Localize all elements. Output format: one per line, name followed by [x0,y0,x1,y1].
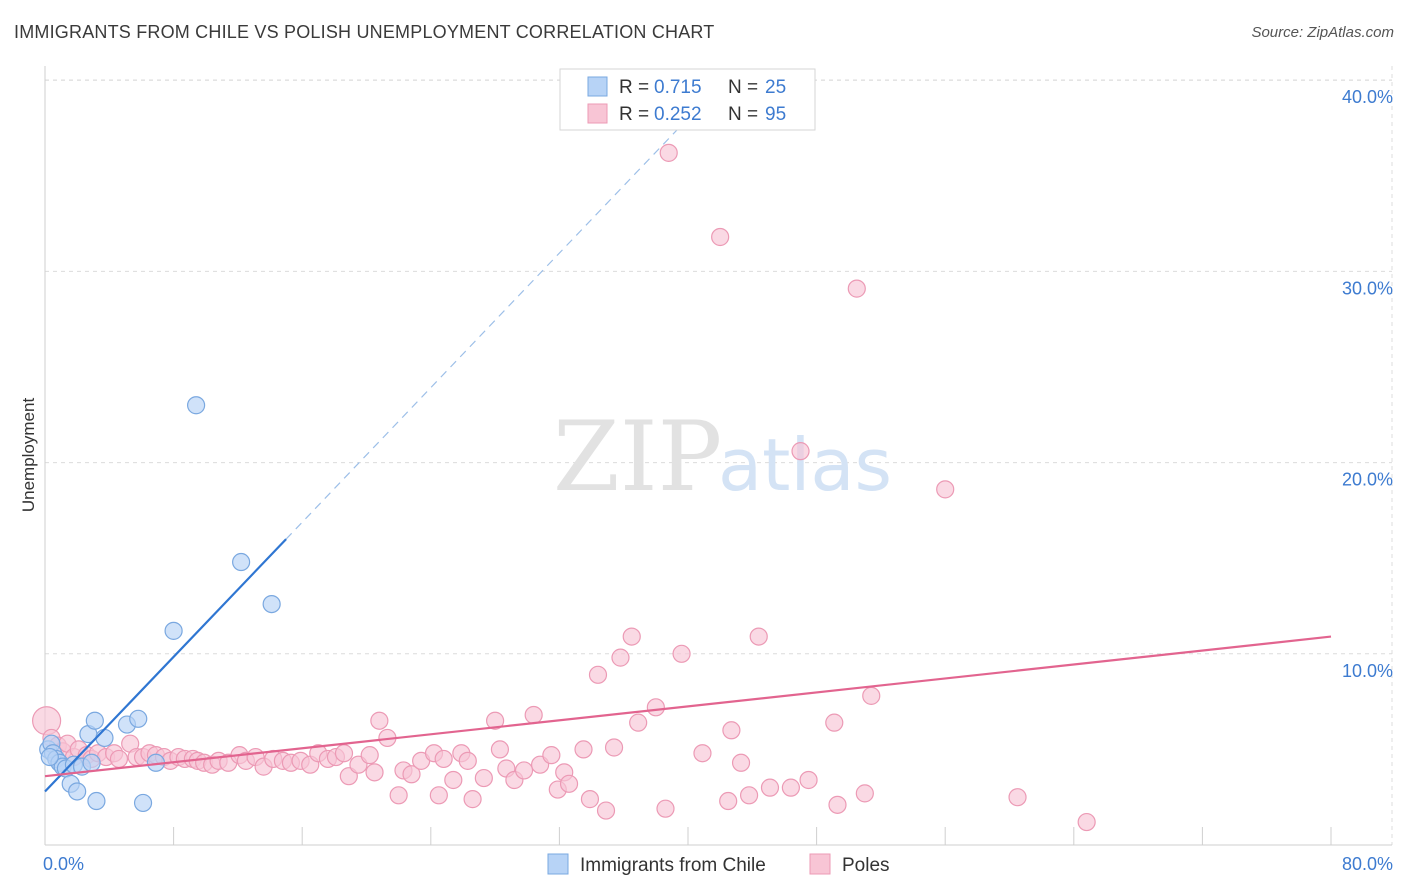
poles-point [580,790,600,809]
legend-r-value-chile: 0.715 [654,77,702,98]
poles-point [862,686,881,705]
chile-point [164,621,183,640]
poles-point [402,765,421,784]
legend-r-label-chile: R = [619,77,649,98]
x-tick-label: 80.0% [1342,854,1393,874]
bottom-legend-swatch-chile [547,853,569,875]
poles-point [365,763,384,782]
poles-point [524,705,543,725]
poles-point [672,644,691,663]
poles-point [611,648,630,667]
poles-point [370,711,389,730]
poles-point [1008,788,1027,807]
bottom-legend: Immigrants from Chile Poles [547,853,890,876]
watermark-atlas: atlas [718,423,892,507]
poles-point [588,665,608,684]
poles-point [739,786,759,805]
chile-point [87,791,106,811]
legend-box: R = 0.715 N = 25 R = 0.252 N = 95 [559,68,816,131]
poles-point [574,740,593,759]
legend-r-label-poles: R = [619,104,649,125]
poles-point [828,795,847,814]
poles-points [32,143,1096,832]
poles-point [749,627,768,646]
chile-trend-line [44,538,287,793]
poles-point [360,746,379,765]
chile-point [187,396,206,415]
chile-point [232,552,251,572]
legend-n-value-chile: 25 [765,77,786,98]
chile-point [68,782,87,801]
y-axis-label: Unemployment [19,398,38,513]
poles-point [458,751,477,770]
poles-point [444,770,463,790]
poles-point [646,698,665,717]
legend-swatch-chile [587,76,608,97]
chile-point [133,793,153,813]
poles-point [474,768,493,788]
poles-trend-line [44,635,1332,778]
tick-labels: 10.0% 20.0% 30.0% 40.0% 0.0% 80.0% [43,87,1393,874]
poles-point [825,713,844,732]
y-tick-label: 30.0% [1342,278,1393,298]
poles-point [559,774,579,793]
poles-point [109,749,129,769]
legend-n-value-poles: 95 [765,104,786,125]
poles-point [936,480,955,499]
poles-point [334,744,354,763]
legend-r-value-poles: 0.252 [654,104,702,125]
poles-point [719,791,738,811]
poles-point [486,711,505,730]
poles-point [731,753,751,772]
y-tick-label: 40.0% [1342,87,1393,107]
poles-point [434,749,453,769]
poles-point [389,786,408,805]
poles-point [659,143,678,162]
source-credit: Source: ZipAtlas.com [1251,24,1394,41]
chile-point [129,709,148,728]
poles-point [542,746,561,765]
poles-point [847,279,866,298]
bottom-legend-swatch-poles [809,853,831,875]
poles-point [490,740,510,759]
y-tick-label: 20.0% [1342,470,1393,490]
poles-point [429,786,448,805]
poles-point [693,744,712,763]
bottom-legend-label-poles: Poles [842,855,890,876]
poles-point [463,790,482,809]
poles-point [781,778,800,797]
poles-point [791,442,810,461]
poles-point [760,778,780,797]
chile-point [95,728,114,748]
poles-point [711,227,730,247]
legend-n-label-poles: N = [728,104,758,125]
watermark: ZIP atlas [553,401,892,513]
poles-point [722,721,741,740]
poles-point [514,761,534,780]
y-tick-label: 10.0% [1342,661,1393,681]
poles-point [799,770,818,790]
trend-lines [44,118,1332,793]
chart-title: IMMIGRANTS FROM CHILE VS POLISH UNEMPLOY… [14,22,715,42]
poles-point [629,713,648,732]
watermark-zip: ZIP [553,401,722,513]
chile-point [262,594,281,614]
chile-point [82,753,101,772]
poles-point [656,799,675,818]
poles-point [604,738,624,757]
chile-point [40,747,59,767]
legend-swatch-poles [587,103,608,124]
legend-n-label-chile: N = [728,77,758,98]
poles-point [855,784,874,803]
poles-point [1077,812,1096,832]
chile-point [85,711,104,730]
bottom-legend-label-chile: Immigrants from Chile [580,855,766,876]
poles-point [596,801,616,820]
poles-point [622,627,641,646]
x-tick-label: 0.0% [43,854,84,874]
